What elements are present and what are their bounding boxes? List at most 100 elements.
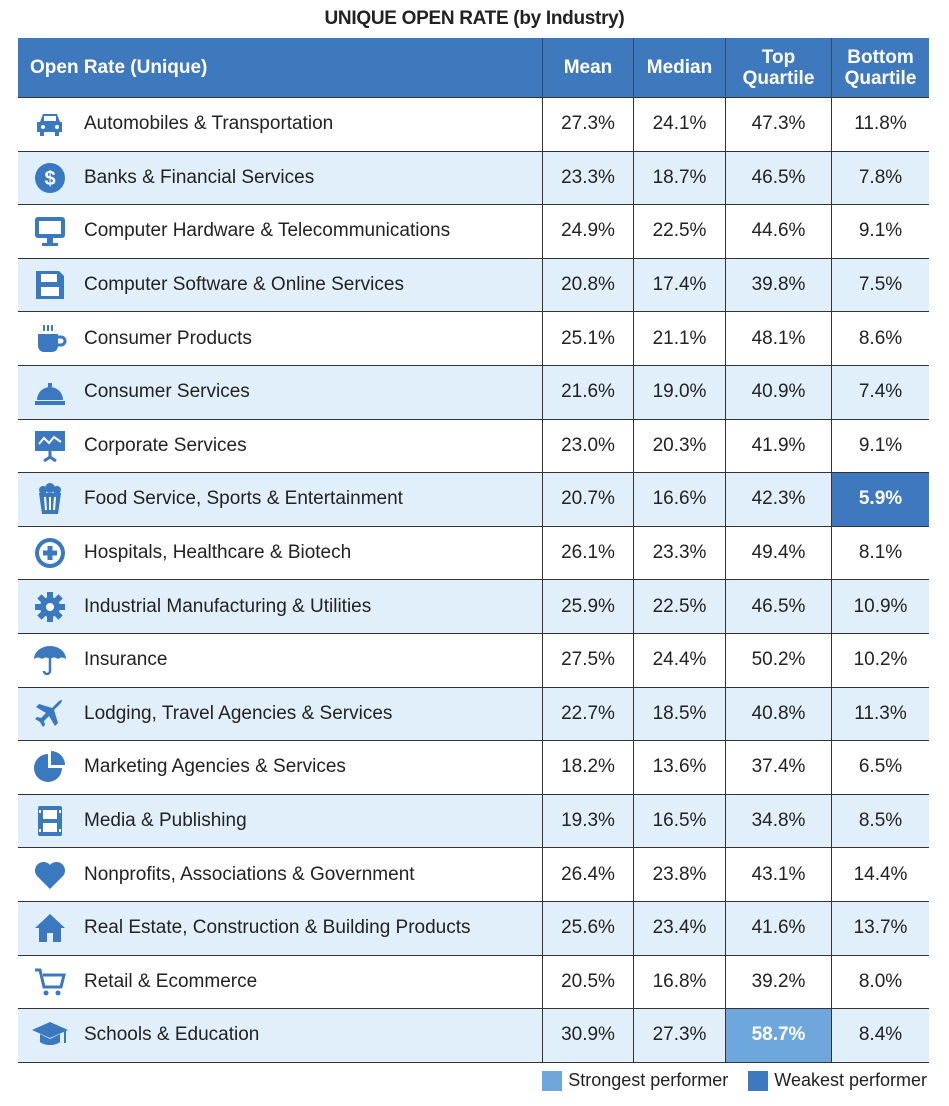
- top-cell: 46.5%: [725, 150, 832, 205]
- industry-cell: Consumer Services: [18, 364, 543, 420]
- industry-cell: Insurance: [18, 632, 543, 688]
- service-bell-icon: [32, 374, 68, 410]
- industry-name: Computer Software & Online Services: [84, 274, 404, 296]
- legend-swatch-strongest: [542, 1070, 563, 1091]
- industry-cell: Computer Software & Online Services: [18, 257, 543, 312]
- top-cell: 40.9%: [725, 364, 832, 420]
- top-cell: 40.8%: [725, 686, 832, 741]
- industry-name: Retail & Ecommerce: [84, 970, 258, 992]
- mean-cell: 25.6%: [542, 900, 634, 955]
- top-cell: 39.2%: [725, 954, 832, 1009]
- median-cell: 16.6%: [633, 472, 726, 527]
- car-icon: [32, 106, 68, 142]
- median-cell: 20.3%: [633, 418, 726, 473]
- table-row: Hospitals, Healthcare & Biotech 26.1% 23.3…: [18, 525, 929, 580]
- table-row: Industrial Manufacturing & Utilities 25.9…: [18, 579, 929, 634]
- legend-strongest: Strongest performer: [568, 1070, 729, 1090]
- popcorn-icon: [32, 481, 68, 517]
- median-cell: 16.8%: [633, 954, 726, 1009]
- open-rate-table: Open Rate (Unique) Mean Median Top Quarti…: [18, 38, 929, 1063]
- bottom-cell: 8.6%: [831, 311, 929, 366]
- industry-cell: Corporate Services: [18, 418, 543, 473]
- industry-name: Nonprofits, Associations & Government: [84, 863, 415, 885]
- col-header-bottom-quartile: Bottom Quartile: [831, 38, 929, 98]
- coffee-cup-icon: [32, 321, 68, 357]
- median-cell: 22.5%: [633, 579, 726, 634]
- industry-cell: $ Banks & Financial Services: [18, 150, 543, 205]
- industry-name: Real Estate, Construction & Building Pro…: [84, 917, 471, 939]
- bottom-cell: 9.1%: [831, 204, 929, 259]
- median-cell: 18.7%: [633, 150, 726, 205]
- mean-cell: 19.3%: [542, 793, 634, 848]
- table-row: Insurance 27.5% 24.4% 50.2% 10.2%: [18, 632, 929, 688]
- header-row: Open Rate (Unique) Mean Median Top Quarti…: [18, 38, 929, 98]
- mean-cell: 27.3%: [542, 97, 634, 152]
- industry-name: Hospitals, Healthcare & Biotech: [84, 542, 352, 564]
- industry-cell: Marketing Agencies & Services: [18, 740, 543, 795]
- airplane-icon: [32, 696, 68, 732]
- mean-cell: 26.4%: [542, 847, 634, 902]
- bottom-cell: 8.1%: [831, 525, 929, 580]
- presentation-icon: [32, 428, 68, 464]
- mean-cell: 23.0%: [542, 418, 634, 473]
- industry-name: Consumer Products: [84, 327, 252, 349]
- bottom-cell: 6.5%: [831, 740, 929, 795]
- table-row: Consumer Products 25.1% 21.1% 48.1% 8.6%: [18, 311, 929, 366]
- bottom-cell: 8.4%: [831, 1008, 929, 1063]
- top-cell: 37.4%: [725, 740, 832, 795]
- heart-icon: [32, 857, 68, 893]
- industry-name: Banks & Financial Services: [84, 166, 315, 188]
- mean-cell: 24.9%: [542, 204, 634, 259]
- mean-cell: 21.6%: [542, 364, 634, 420]
- industry-cell: Computer Hardware & Telecommunications: [18, 204, 543, 259]
- industry-cell: Consumer Products: [18, 311, 543, 366]
- industry-name: Food Service, Sports & Entertainment: [84, 488, 403, 510]
- mean-cell: 20.7%: [542, 472, 634, 527]
- top-cell: 47.3%: [725, 97, 832, 152]
- table-row: Media & Publishing 19.3% 16.5% 34.8% 8.5%: [18, 793, 929, 848]
- median-cell: 24.1%: [633, 97, 726, 152]
- median-cell: 23.4%: [633, 900, 726, 955]
- floppy-disk-icon: [32, 267, 68, 303]
- col-header-industry: Open Rate (Unique): [18, 38, 543, 98]
- industry-name: Insurance: [84, 649, 168, 671]
- industry-cell: Real Estate, Construction & Building Pro…: [18, 900, 543, 955]
- top-cell: 41.9%: [725, 418, 832, 473]
- bottom-cell: 8.0%: [831, 954, 929, 1009]
- median-cell: 24.4%: [633, 632, 726, 688]
- legend: Strongest performer Weakest performer: [542, 1070, 927, 1091]
- industry-name: Corporate Services: [84, 434, 247, 456]
- industry-name: Computer Hardware & Telecommunications: [84, 220, 451, 242]
- table-row: $ Banks & Financial Services 23.3% 18.7% 46.…: [18, 150, 929, 205]
- col-header-median: Median: [633, 38, 726, 98]
- median-cell: 18.5%: [633, 686, 726, 741]
- median-cell: 16.5%: [633, 793, 726, 848]
- median-cell: 19.0%: [633, 364, 726, 420]
- bottom-cell: 9.1%: [831, 418, 929, 473]
- table-row: Retail & Ecommerce 20.5% 16.8% 39.2% 8.0%: [18, 954, 929, 1009]
- col-header-mean: Mean: [542, 38, 634, 98]
- top-cell: 49.4%: [725, 525, 832, 580]
- industry-cell: Automobiles & Transportation: [18, 97, 543, 152]
- industry-name: Lodging, Travel Agencies & Services: [84, 702, 393, 724]
- mean-cell: 27.5%: [542, 632, 634, 688]
- umbrella-icon: [32, 642, 68, 678]
- industry-cell: Lodging, Travel Agencies & Services: [18, 686, 543, 741]
- bottom-cell: 11.8%: [831, 97, 929, 152]
- mean-cell: 22.7%: [542, 686, 634, 741]
- median-cell: 23.8%: [633, 847, 726, 902]
- table-row: Schools & Education 30.9% 27.3% 58.7% 8.4%: [18, 1008, 929, 1063]
- median-cell: 17.4%: [633, 257, 726, 312]
- legend-weakest: Weakest performer: [774, 1070, 927, 1090]
- bottom-cell: 7.4%: [831, 364, 929, 420]
- industry-cell: Retail & Ecommerce: [18, 954, 543, 1009]
- bottom-cell: 5.9%: [831, 472, 929, 527]
- col-header-top-quartile: Top Quartile: [725, 38, 832, 98]
- mean-cell: 25.9%: [542, 579, 634, 634]
- legend-swatch-weakest: [748, 1070, 769, 1091]
- bottom-cell: 13.7%: [831, 900, 929, 955]
- table-row: Computer Software & Online Services 20.8%…: [18, 257, 929, 312]
- mean-cell: 20.8%: [542, 257, 634, 312]
- table-row: Automobiles & Transportation 27.3% 24.1% 47…: [18, 97, 929, 152]
- table-row: Lodging, Travel Agencies & Services 22.7%…: [18, 686, 929, 741]
